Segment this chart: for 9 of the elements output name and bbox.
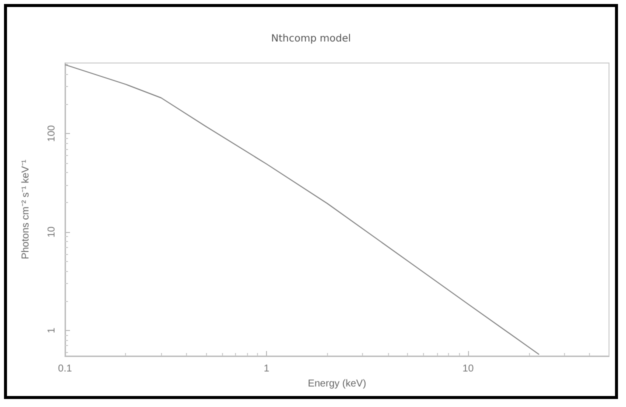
y-tick-label: 1 [46, 327, 58, 334]
x-tick-label: 1 [264, 364, 270, 374]
x-tick-label: 10 [462, 364, 474, 374]
x-tick-label: 0.1 [58, 364, 72, 374]
y-tick-label: 10 [46, 226, 58, 238]
x-axis-title: Energy (keV) [308, 378, 366, 390]
y-axis-title: Photons cm⁻² s⁻¹ keV⁻¹ [20, 159, 32, 260]
y-tick-label: 100 [46, 124, 58, 142]
chart-title: Nthcomp model [271, 34, 351, 44]
